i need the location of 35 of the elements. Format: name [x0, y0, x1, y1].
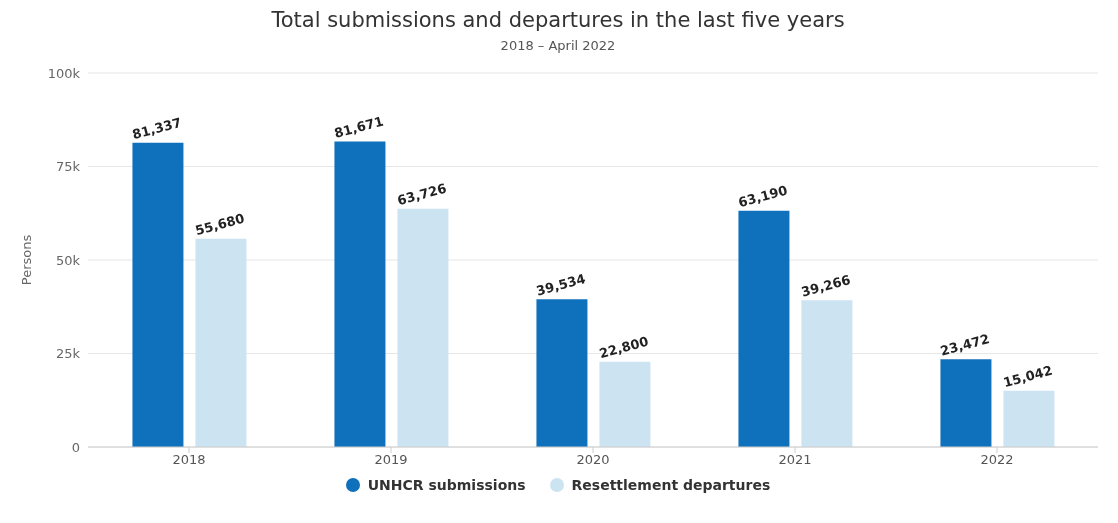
x-tick-label: 2020: [576, 452, 610, 468]
y-tick-label: 25k: [55, 346, 81, 362]
data-label: 63,726: [395, 180, 448, 209]
bar: [940, 359, 992, 447]
x-tick-label: 2018: [172, 452, 206, 468]
x-tick-label: 2022: [980, 452, 1014, 468]
data-label: 81,671: [332, 113, 385, 141]
data-label: 15,042: [1001, 362, 1054, 391]
data-label: 81,337: [130, 114, 183, 143]
chart-subtitle: 2018 – April 2022: [499, 38, 617, 53]
data-label: 22,800: [597, 333, 650, 362]
y-tick-label: 50k: [55, 252, 81, 268]
bar: [1003, 390, 1055, 447]
bar: [536, 299, 588, 447]
bar: [738, 210, 790, 447]
y-axis-title: Persons: [18, 234, 34, 286]
legend-label: Resettlement departures: [570, 477, 771, 493]
x-tick-label: 2021: [778, 452, 812, 468]
data-label: 39,266: [799, 272, 852, 300]
bar: [801, 300, 853, 447]
legend-label: UNHCR submissions: [366, 477, 526, 493]
y-tick-label: 0: [71, 439, 80, 455]
bar: [599, 361, 651, 447]
data-label: 23,472: [938, 331, 991, 359]
bar: [132, 142, 184, 447]
data-label: 55,680: [193, 210, 246, 239]
bar: [195, 238, 247, 447]
y-tick-label: 100k: [47, 65, 81, 81]
data-label: 63,190: [736, 182, 789, 211]
bar: [397, 208, 449, 447]
bar: [334, 141, 386, 447]
data-label: 39,534: [534, 271, 587, 299]
chart-title: Total submissions and departures in the last five years: [270, 8, 846, 32]
y-tick-label: 75k: [55, 159, 81, 175]
x-tick-label: 2019: [374, 452, 408, 468]
